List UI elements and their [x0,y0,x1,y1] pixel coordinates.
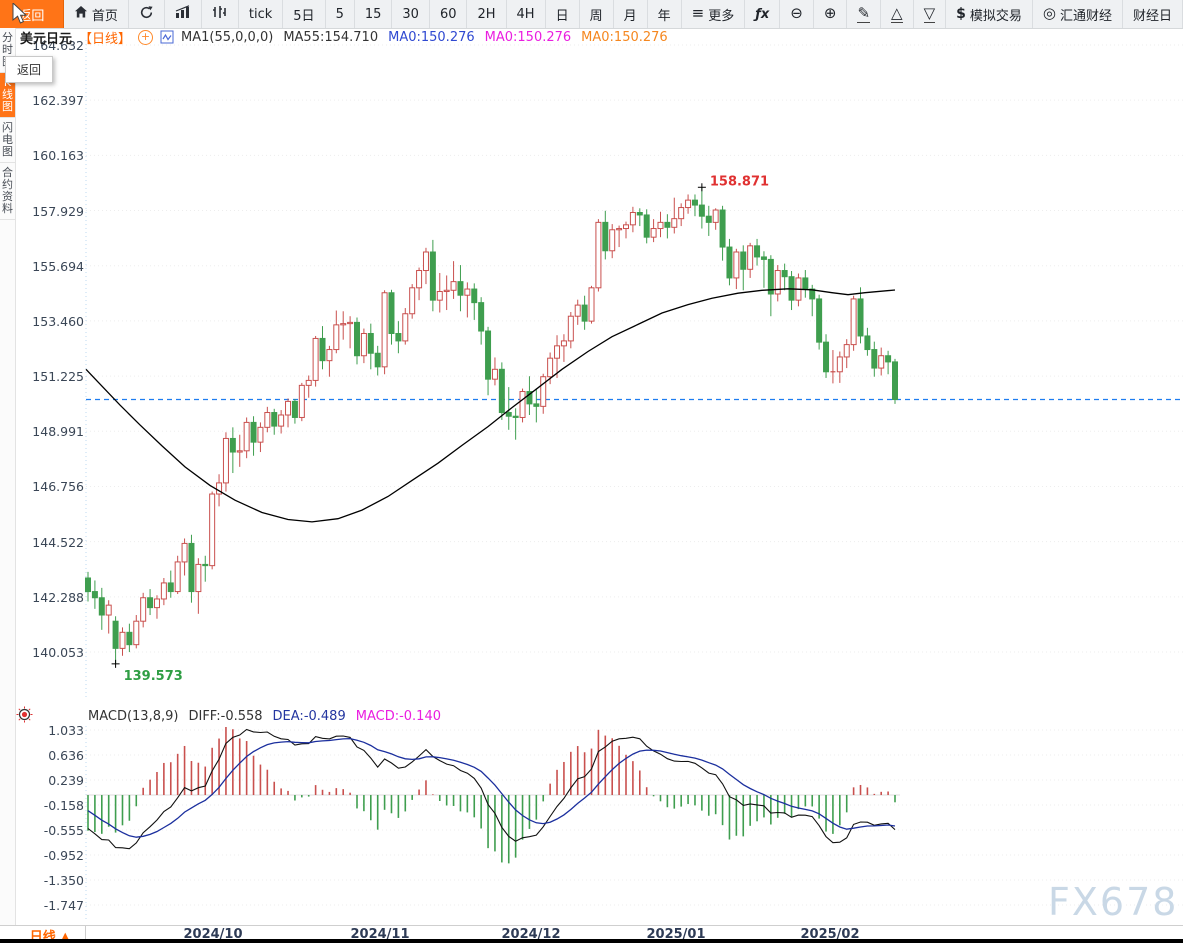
price-axis-label: 155.694 [32,258,84,274]
symbol-name: 美元日元 [20,31,73,47]
time-axis-label: 2024/11 [350,927,410,942]
toolbar-item-fx[interactable]: ƒx [745,0,781,28]
macd-value: DEA:-0.489 [272,709,346,724]
macd-axis-label: -1.350 [43,873,84,888]
price-axis-label: 162.397 [32,93,84,109]
toolbar-item-15[interactable]: 15 [355,0,393,28]
toolbar-item-模拟交易[interactable]: $ 模拟交易 [946,0,1033,28]
back-button[interactable]: 返回 [0,0,64,28]
toolbar: 返回 首页 tick 5日 5 15 30 60 2H 4H 日周月年 ≡ 更多 ƒx ⊖ ⊕ ✎ △ ▽ $ 模拟交… [0,0,1183,29]
price-axis-label: 144.522 [32,534,84,550]
ma-value: MA0:150.276 [388,29,475,45]
triangle-up-icon: △ [891,4,903,23]
toolbar-item-30[interactable]: 30 [392,0,430,28]
macd-axis-label: -0.952 [43,848,84,863]
toolbar-item-zoom-in[interactable]: ⊕ [814,0,848,28]
indicator-settings-icon[interactable] [16,706,33,723]
price-axis-label: 157.929 [32,203,84,219]
macd-axis-label: -0.555 [43,823,84,838]
toolbar-item-pencil[interactable]: ✎ [847,0,882,28]
toolbar-item-tick[interactable]: tick [239,0,284,28]
refresh-icon [139,5,154,24]
time-axis-label: 2025/01 [646,927,706,942]
volume-bars-icon [212,5,228,23]
bottom-strip [0,939,1183,943]
macd-axis-label: -0.158 [43,798,84,813]
mouse-cursor-icon [12,3,28,24]
macd-axis-label: -1.747 [43,898,84,913]
time-axis-label: 2024/12 [501,927,561,942]
ma-value: MA0:150.276 [484,29,572,45]
toolbar-item-60[interactable]: 60 [430,0,468,28]
macd-axis-label: 0.239 [48,773,84,788]
price-axis-label: 140.053 [32,645,84,660]
toolbar-item-triangle-up[interactable]: △ [881,0,914,28]
ma-value: MA55:154.710 [283,29,379,45]
toolbar-item-bar-chart[interactable] [165,0,202,28]
home-icon [74,5,88,23]
bottom-bar [0,925,1183,941]
toolbar-item-更多[interactable]: ≡ 更多 [682,0,746,28]
period-tag: 【日线】 [79,31,132,47]
toolbar-item-财经日[interactable]: 财经日 [1123,0,1183,28]
price-axis-label: 153.460 [32,313,84,329]
zoom-in-icon: ⊕ [823,4,837,22]
dollar-icon: $ [956,5,966,22]
toolbar-item-2H[interactable]: 2H [467,0,507,28]
toolbar-item-周[interactable]: 周 [580,0,614,28]
menu-icon: ≡ [691,4,705,22]
macd-header: MACD(13,8,9) DIFF:-0.558 DEA:-0.489 MACD:-0… [88,709,441,724]
toolbar-item-4H[interactable]: 4H [507,0,546,28]
pencil-icon: ✎ [857,4,871,23]
price-axis-label: 148.991 [32,424,84,440]
sidebar-tab-合约资料[interactable]: 合约资料 [0,163,15,220]
toolbar-item-volume-bars[interactable] [202,0,239,28]
toolbar-item-首页[interactable]: 首页 [64,0,129,28]
mini-chart-icon[interactable] [160,30,174,44]
period-selector[interactable]: 日线 ▲ [15,926,86,945]
price-axis-label: 146.756 [32,479,84,495]
toolbar-item-5日[interactable]: 5日 [283,0,326,28]
macd-value: DIFF:-0.558 [188,709,263,724]
ma-value: MA0:150.276 [581,29,668,45]
watermark: FX678 [1048,880,1179,924]
huitong-logo-icon: ◎ [1042,4,1056,22]
fx-icon: ƒx [755,6,770,22]
toolbar-item-5[interactable]: 5 [326,0,355,28]
toolbar-item-日[interactable]: 日 [546,0,580,28]
toolbar-item-汇通财经[interactable]: ◎ 汇通财经 [1033,0,1123,28]
toolbar-item-refresh[interactable] [129,0,165,28]
triangle-down-icon: ▽ [923,4,936,23]
bar-chart-icon [175,5,191,23]
svg-text:139.573: 139.573 [124,669,183,684]
price-axis-label: 160.163 [32,148,84,164]
toolbar-item-zoom-out[interactable]: ⊖ [780,0,814,28]
sidebar-tab-闪电图[interactable]: 闪电图 [0,118,15,163]
macd-axis-label: 1.033 [48,723,84,738]
price-axis-label: 142.288 [32,589,84,605]
ma-value: MA1(55,0,0,0) [181,29,274,45]
price-axis-label: 151.225 [32,369,84,385]
price-axis-label: 164.632 [32,38,84,53]
toolbar-item-月[interactable]: 月 [614,0,648,28]
time-axis-label: 2025/02 [800,927,860,942]
toolbar-item-triangle-down[interactable]: ▽ [914,0,947,28]
macd-value: MACD(13,8,9) [88,709,179,724]
back-tooltip: 返回 [5,56,53,83]
macd-value: MACD:-0.140 [355,709,441,724]
zoom-out-icon: ⊖ [790,4,803,22]
macd-axis-label: 0.636 [48,748,84,763]
time-axis-label: 2024/10 [183,927,243,942]
sidebar: 分时图K线图闪电图合约资料 [0,28,16,925]
ma-values: MA1(55,0,0,0) MA55:154.710 MA0:150.276 MA0:… [181,30,668,45]
toolbar-item-年[interactable]: 年 [648,0,682,28]
chart-header: 美元日元 【日线】 + MA1(55,0,0,0) MA55:154.710 MA0… [20,29,668,47]
circle-plus-icon[interactable]: + [138,29,154,45]
svg-text:158.871: 158.871 [710,174,769,189]
